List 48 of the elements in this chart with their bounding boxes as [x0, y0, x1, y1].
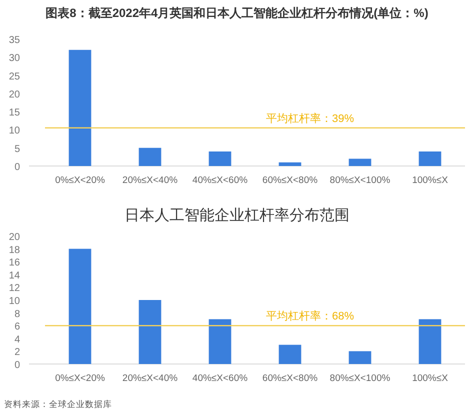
y-tick-label: 0: [14, 360, 20, 371]
bar: [278, 162, 302, 166]
bar: [348, 351, 372, 364]
x-tick-label: 40%≤X<60%: [192, 373, 248, 384]
y-tick-label: 20: [8, 232, 20, 243]
y-tick-label: 0: [14, 162, 20, 173]
y-tick-label: 30: [8, 53, 20, 64]
x-tick-label: 60%≤X<80%: [262, 175, 318, 186]
ref-line-label: 平均杠杆率：39%: [266, 112, 354, 125]
x-tick-label: 20%≤X<40%: [122, 175, 178, 186]
x-tick-label: 60%≤X<80%: [262, 373, 318, 384]
x-tick-label: 80%≤X<100%: [330, 175, 391, 186]
x-tick-label: 0%≤X<20%: [55, 373, 106, 384]
bar: [418, 151, 442, 166]
y-tick-label: 14: [8, 270, 20, 282]
text: 资料来源：全球企业数据库: [4, 399, 112, 409]
y-tick-label: 15: [8, 108, 20, 119]
y-tick-label: 18: [8, 244, 20, 256]
x-tick-label: 40%≤X<60%: [192, 175, 248, 186]
y-tick-label: 2: [14, 347, 20, 358]
bar: [138, 300, 162, 364]
x-tick-label: 20%≤X<40%: [122, 373, 178, 384]
chart-title: 日本人工智能企业杠杆率分布范围: [124, 207, 350, 224]
bar: [208, 151, 232, 166]
bar: [138, 148, 162, 166]
x-tick-label: 100%≤X: [412, 373, 449, 384]
y-tick-label: 12: [8, 283, 20, 294]
y-tick-label: 20: [8, 89, 20, 100]
y-tick-label: 8: [14, 308, 20, 320]
y-tick-label: 10: [8, 126, 20, 137]
bar: [348, 158, 372, 166]
y-tick-label: 10: [8, 296, 20, 307]
x-tick-label: 100%≤X: [412, 175, 449, 186]
x-tick-label: 0%≤X<20%: [55, 175, 106, 186]
y-tick-label: 6: [14, 322, 20, 333]
bar: [208, 319, 232, 364]
bar: [418, 319, 442, 364]
bar: [68, 248, 92, 364]
bar: [278, 344, 302, 364]
ref-line-label: 平均杠杆率：68%: [266, 310, 354, 323]
y-tick-label: 25: [8, 71, 20, 82]
y-tick-label: 5: [14, 144, 20, 155]
y-tick-label: 16: [8, 258, 20, 269]
x-tick-label: 80%≤X<100%: [330, 373, 391, 384]
chart-title: 图表8：截至2022年4月英国和日本人工智能企业杠杆分布情况(单位：%): [46, 6, 428, 20]
bar: [68, 50, 92, 166]
y-tick-label: 35: [8, 35, 20, 46]
y-tick-label: 4: [14, 334, 20, 346]
